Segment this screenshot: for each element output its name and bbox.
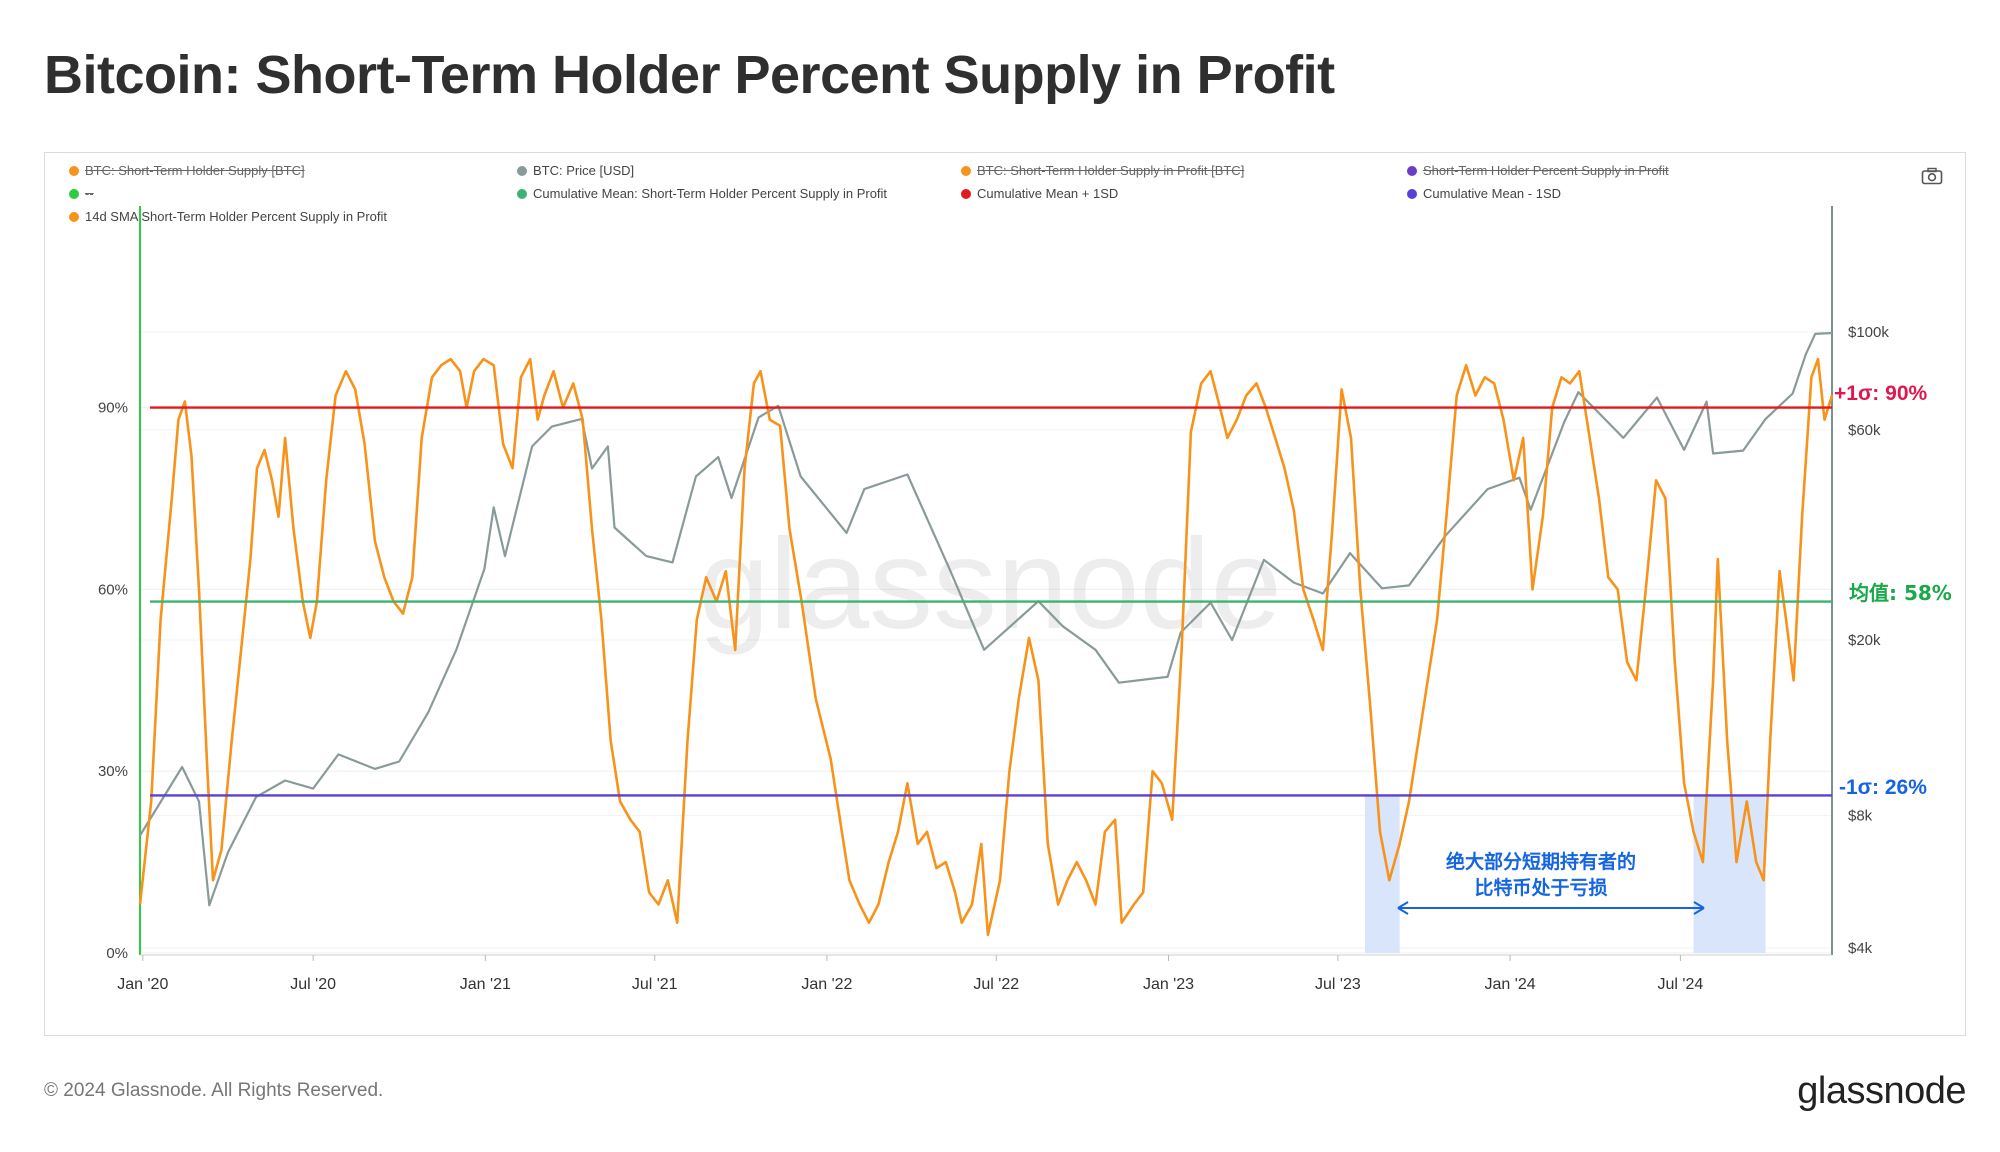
y-left-tick-label: 60%: [98, 581, 128, 598]
loss-period-shade: [1365, 795, 1400, 953]
reference-lines: [150, 406, 1832, 797]
y-right-tick-label: $20k: [1848, 632, 1881, 649]
legend-label: Cumulative Mean + 1SD: [977, 186, 1119, 201]
camera-icon[interactable]: [1921, 167, 1943, 185]
chart-title: Bitcoin: Short-Term Holder Percent Suppl…: [44, 45, 1335, 105]
legend-item-14d-sma[interactable]: 14d SMA Short-Term Holder Percent Supply…: [69, 209, 387, 224]
legend-label: Cumulative Mean: Short-Term Holder Perce…: [533, 186, 888, 201]
legend-marker: [69, 165, 79, 176]
legend-item-btc-price[interactable]: BTC: Price [USD]: [517, 163, 634, 178]
x-tick-label: Jul '22: [973, 976, 1019, 993]
legend-item-mean-plus-1sd[interactable]: Cumulative Mean + 1SD: [961, 186, 1118, 201]
x-tick-label: Jan '21: [460, 976, 511, 993]
upper-band-label: +1σ: 90%: [1834, 382, 1927, 405]
legend-label: BTC: Short-Term Holder Supply in Profit …: [977, 163, 1245, 178]
sma-percent-supply-line: [138, 357, 1834, 937]
legend-label: --: [85, 186, 94, 201]
legend-marker: [1407, 188, 1417, 199]
legend-marker: [961, 188, 971, 199]
annotations: +1σ: 90% 均值: 58% -1σ: 26% 绝大部分短期持有者的 比特币…: [1397, 382, 1952, 915]
series: [138, 331, 1834, 937]
brand-logo: glassnode: [1797, 1070, 1966, 1112]
y-left-tick-label: 0%: [106, 945, 128, 962]
legend-marker: [517, 188, 527, 199]
y-right-tick-label: $100k: [1848, 324, 1889, 341]
x-tick-label: Jan '24: [1485, 976, 1536, 993]
tick-labels: 0% 30% 60% 90% $4k $8k $20k $60k $100k Jan '20 Jul…: [98, 324, 1889, 993]
x-tick-label: Jul '20: [290, 976, 336, 993]
legend-item-mean-minus-1sd[interactable]: Cumulative Mean - 1SD: [1407, 186, 1561, 201]
legend-marker: [517, 165, 527, 176]
legend-label: Cumulative Mean - 1SD: [1423, 186, 1561, 201]
legend-item-sth-supply[interactable]: BTC: Short-Term Holder Supply [BTC]: [69, 163, 305, 178]
loss-note-line2: 比特币处于亏损: [1474, 876, 1607, 899]
copyright-footer: © 2024 Glassnode. All Rights Reserved.: [44, 1080, 384, 1101]
y-right-tick-label: $8k: [1848, 807, 1873, 824]
x-tick-label: Jul '21: [632, 976, 678, 993]
watermark: glassnode: [698, 513, 1282, 656]
legend-marker: [961, 165, 971, 176]
y-right-tick-label: $4k: [1848, 940, 1873, 957]
legend-label: 14d SMA Short-Term Holder Percent Supply…: [85, 209, 388, 224]
loss-note-line1: 绝大部分短期持有者的: [1446, 850, 1636, 873]
legend-label: BTC: Short-Term Holder Supply [BTC]: [85, 163, 305, 178]
x-tick-label: Jan '22: [801, 976, 852, 993]
x-tick-label: Jan '23: [1143, 976, 1194, 993]
legend-item-dashes[interactable]: --: [69, 186, 94, 201]
y-right-tick-label: $60k: [1848, 422, 1881, 439]
legend-marker: [69, 211, 79, 222]
legend-item-cumulative-mean[interactable]: Cumulative Mean: Short-Term Holder Perce…: [517, 186, 887, 201]
legend-label: BTC: Price [USD]: [533, 163, 635, 178]
x-tick-label: Jan '20: [117, 976, 168, 993]
legend-item-sth-percent-supply[interactable]: Short-Term Holder Percent Supply in Prof…: [1407, 163, 1669, 178]
legend-label: Short-Term Holder Percent Supply in Prof…: [1423, 163, 1669, 178]
axes: [139, 206, 1833, 956]
lower-band-label: -1σ: 26%: [1839, 776, 1927, 799]
legend-item-sth-supply-in-profit[interactable]: BTC: Short-Term Holder Supply in Profit …: [961, 163, 1244, 178]
mean-label: 均值: 58%: [1849, 581, 1952, 605]
y-left-tick-label: 90%: [98, 400, 128, 417]
btc-price-line: [139, 331, 1833, 907]
x-tick-label: Jul '23: [1315, 976, 1361, 993]
loss-period-arrow: [1397, 901, 1705, 915]
y-left-tick-label: 30%: [98, 763, 128, 780]
legend-marker: [1407, 165, 1417, 176]
grid: [140, 331, 1832, 954]
legend-marker: [69, 188, 79, 199]
x-tick-label: Jul '24: [1658, 976, 1704, 993]
